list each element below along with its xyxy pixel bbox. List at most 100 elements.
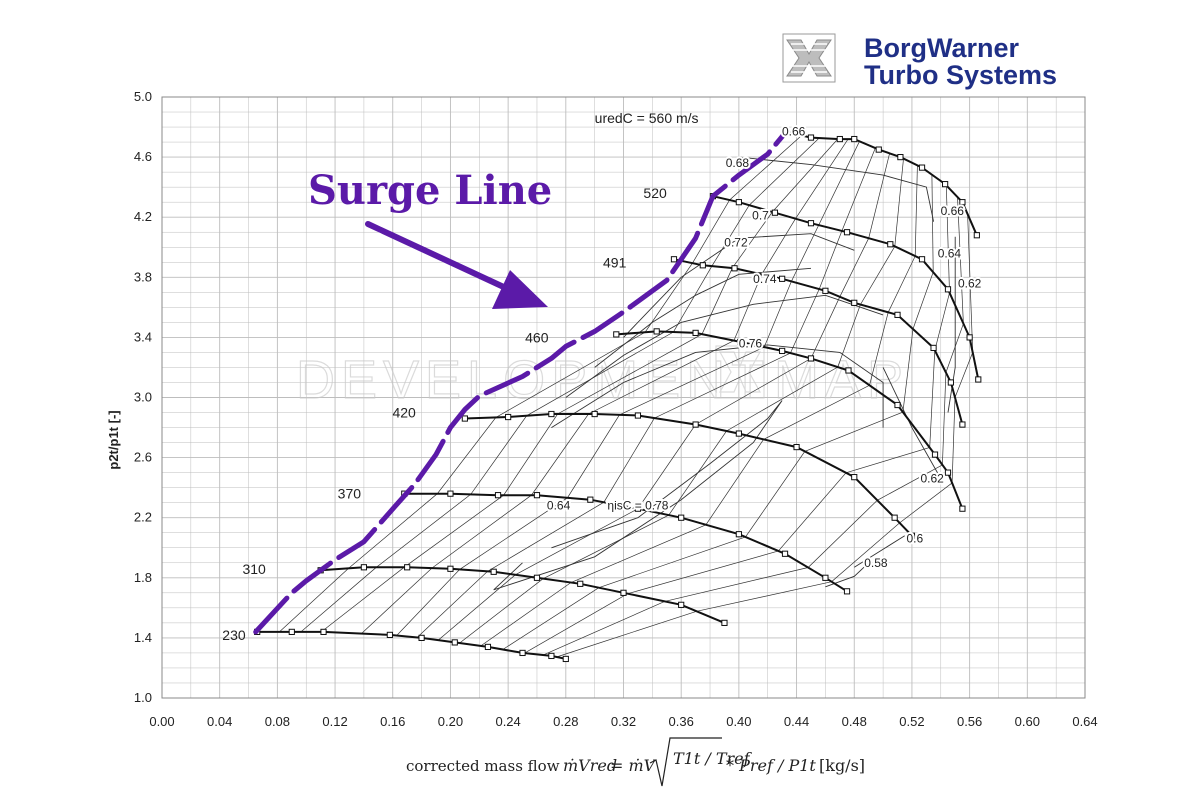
speed-line-marker — [634, 505, 642, 512]
efficiency-label: 0.68 — [726, 156, 750, 170]
speed-line-marker — [548, 410, 555, 418]
speed-line-marker — [678, 601, 685, 608]
speed-line-marker — [771, 209, 779, 216]
efficiency-contour — [565, 294, 884, 398]
plot-frame — [161, 96, 1086, 699]
y-tick-label: 4.6 — [134, 149, 152, 164]
constant-efficiency-fan-line — [321, 138, 839, 633]
speed-line-marker — [894, 401, 901, 409]
efficiency-label: 0.64 — [547, 499, 571, 513]
y-tick-label: 3.4 — [134, 329, 152, 344]
formula-unit: [kg/s] — [819, 756, 865, 775]
efficiency-label: 0.74 — [753, 272, 777, 286]
watermark-text-right: MAP — [774, 350, 909, 410]
speed-line-marker — [966, 334, 973, 341]
constant-efficiency-fan-line — [361, 138, 849, 634]
surge-line-annotation: Surge Line — [308, 167, 552, 309]
speed-line-marker — [288, 628, 295, 635]
speed-line-marker — [678, 514, 685, 521]
logo-line-2: Turbo Systems — [864, 60, 1057, 90]
constant-efficiency-fan-line — [437, 153, 890, 641]
speed-line-marker — [781, 550, 789, 557]
formula-tail: * Pref / P1t — [726, 756, 816, 775]
efficiency-contour — [623, 233, 855, 338]
speed-line-marker — [404, 564, 411, 571]
speed-line-marker — [670, 256, 678, 263]
constant-efficiency-fan-line — [480, 165, 918, 647]
constant-efficiency-fan-line — [279, 135, 802, 633]
speed-line — [257, 630, 567, 660]
speed-line-marker — [851, 135, 858, 143]
speed-line-marker — [843, 229, 851, 236]
speed-line-marker — [505, 413, 512, 421]
speed-line-marker — [918, 164, 926, 171]
speed-line-marker — [533, 492, 541, 499]
x-tick-label: 0.48 — [842, 714, 867, 729]
speed-line-marker — [959, 505, 966, 512]
speed-line-marker — [699, 262, 706, 269]
speed-line-marker — [731, 265, 738, 272]
speed-line-marker — [887, 241, 894, 248]
speed-line-marker — [918, 256, 926, 263]
efficiency-contour — [551, 344, 884, 428]
speed-lines — [254, 128, 982, 663]
speed-line-marker — [894, 311, 901, 318]
efficiency-contours — [279, 135, 974, 658]
x-tick-label: 0.36 — [669, 714, 694, 729]
speed-line-marker — [587, 496, 594, 503]
x-tick-label: 0.40 — [726, 714, 751, 729]
efficiency-contour — [493, 400, 783, 591]
efficiency-label: 0.58 — [864, 556, 888, 570]
efficiency-label: 0.64 — [938, 246, 962, 260]
speed-line-marker — [779, 347, 786, 355]
y-tick-label: 2.6 — [134, 450, 152, 465]
efficiency-contour — [882, 367, 942, 479]
efficiency-label: 0.66 — [941, 204, 965, 218]
efficiency-label: 0.7 — [752, 209, 769, 223]
speed-line-marker — [721, 619, 728, 626]
speed-line-marker — [836, 135, 843, 143]
speed-line-marker — [562, 655, 569, 663]
constant-efficiency-fan-line — [396, 141, 860, 636]
surge-line-label: Surge Line — [308, 167, 552, 214]
speed-line-marker — [944, 286, 952, 293]
speed-line-marker — [519, 649, 526, 657]
speed-line-label: 420 — [392, 405, 416, 421]
watermark-text-left: DEVELOPMENT — [296, 350, 770, 410]
efficiency-contour — [854, 535, 905, 568]
efficiency-label: 0.66 — [782, 125, 806, 139]
speed-line-marker — [461, 415, 468, 422]
sqrt-symbol-icon — [649, 737, 722, 787]
x-tick-label: 0.60 — [1015, 714, 1040, 729]
speed-line-marker — [959, 199, 966, 206]
x-tick-label: 0.24 — [495, 714, 520, 729]
speed-line — [712, 195, 980, 380]
speed-line-marker — [620, 589, 627, 596]
speed-line-marker — [447, 565, 454, 572]
speed-line-marker — [942, 181, 949, 188]
speed-line-marker — [931, 451, 939, 458]
watermark: DEVELOPMENT MAP — [295, 345, 909, 411]
constant-efficiency-fan-line — [542, 196, 964, 656]
speed-line-marker — [735, 430, 742, 437]
speed-line-marker — [735, 199, 742, 206]
speed-line-marker — [959, 421, 966, 428]
x-tick-label: 0.20 — [438, 714, 463, 729]
speed-line-marker — [822, 287, 829, 294]
speed-line-marker — [360, 564, 368, 571]
formula-sqrt-content: T1t / Tref — [673, 749, 753, 768]
efficiency-label: 0.62 — [958, 276, 982, 290]
speed-line-marker — [494, 492, 502, 499]
x-tick-label: 0.16 — [380, 714, 405, 729]
logo-line-1: BorgWarner — [864, 33, 1020, 63]
speed-line-marker — [973, 232, 980, 239]
speed-line-marker — [386, 631, 393, 638]
x-tick-label: 0.56 — [957, 714, 982, 729]
speed-line-marker — [897, 154, 904, 161]
efficiency-labels: ηisC = 0.78 0.76 0.74 0.72 0.7 0.68 0.66 0.64 0.… — [545, 123, 984, 572]
surge-arrow-icon — [365, 221, 548, 309]
y-tick-label: 3.8 — [134, 269, 152, 284]
constant-efficiency-fan-line — [459, 158, 904, 644]
x-tick-label: 0.00 — [149, 714, 174, 729]
